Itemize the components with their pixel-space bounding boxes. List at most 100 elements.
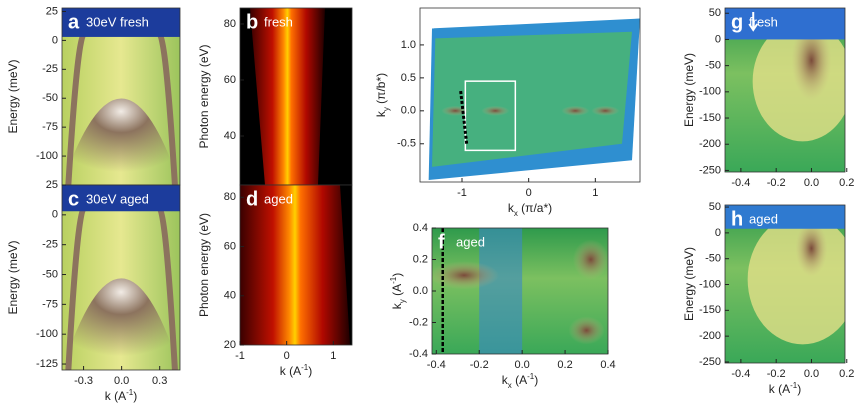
- frame: [61, 184, 181, 371]
- bz-square: [464, 80, 517, 152]
- y-tick-label: 80: [224, 191, 236, 203]
- spot: [591, 105, 620, 116]
- panel-image: [432, 228, 608, 354]
- y-tick-label: 50: [709, 201, 721, 213]
- y-tick-label: -50: [42, 268, 58, 280]
- y-tick-label: -75: [42, 121, 58, 133]
- panel-tag: 30eV aged: [86, 191, 149, 206]
- panel-letter: h: [731, 208, 743, 230]
- y-tick-label: 0: [715, 227, 721, 239]
- y-tick-label: -100: [36, 150, 58, 162]
- band: [65, 32, 87, 185]
- map: [432, 31, 632, 167]
- panel-letter: g: [731, 11, 743, 33]
- panel-tag: aged: [264, 191, 293, 206]
- y-tick-label: 20: [224, 339, 236, 351]
- axis-label-part: Energy (meV): [682, 53, 696, 127]
- x-tick-label: 0.3: [152, 375, 167, 387]
- frame: [724, 204, 846, 364]
- axis-label-part: k: [374, 110, 388, 117]
- axis-label: Energy (meV): [682, 53, 696, 127]
- axis-label-part: ): [534, 373, 538, 387]
- band: [62, 98, 180, 185]
- panel-letter: c: [68, 188, 79, 210]
- axis-label-part: -1: [790, 381, 798, 390]
- y-tick-label: 50: [709, 7, 721, 19]
- cut-line: [459, 90, 469, 144]
- y-tick-label: -50: [705, 60, 721, 72]
- y-tick-label: -50: [42, 92, 58, 104]
- spot: [481, 105, 510, 116]
- x-tick-label: -0.2: [767, 368, 786, 380]
- band: [157, 206, 178, 370]
- x-tick-label: -0.2: [470, 359, 489, 371]
- axis-label-part: Photon energy (eV): [197, 213, 211, 317]
- panel-tag: aged: [456, 234, 485, 249]
- axis-label: Energy (meV): [6, 240, 20, 314]
- axis-label-part: k (A: [769, 382, 790, 396]
- blue-strip: [62, 185, 180, 212]
- panel-tag: fresh: [444, 14, 473, 29]
- axis-label-part: -1: [126, 388, 134, 397]
- axis-label-part: y: [382, 107, 391, 111]
- map: [250, 8, 325, 185]
- y-tick-label: -100: [699, 278, 721, 290]
- spot: [795, 220, 828, 277]
- y-tick-label: -25: [42, 63, 58, 75]
- axis-label-part: ): [133, 389, 137, 403]
- y-tick-label: -200: [699, 330, 721, 342]
- axis-label-part: ): [390, 273, 404, 277]
- y-tick-label: 0: [52, 209, 58, 221]
- y-tick-label: -200: [699, 138, 721, 150]
- x-tick-label: -0.4: [731, 177, 750, 189]
- panel-image: [62, 8, 180, 185]
- axis-label-part: Photon energy (eV): [197, 44, 211, 148]
- y-tick-label: -150: [699, 112, 721, 124]
- axis-label-part: k: [390, 302, 404, 309]
- band: [65, 206, 87, 370]
- y-tick-label: -100: [36, 328, 58, 340]
- x-tick-label: 0.4: [600, 359, 615, 371]
- axis-label-part: -1: [389, 276, 398, 284]
- frame: [419, 7, 641, 183]
- axis-label: Photon energy (eV): [197, 44, 211, 148]
- y-tick-label: 0.2: [413, 253, 428, 265]
- panel-letter: e: [426, 11, 437, 33]
- axis-label-part: (π/a*): [518, 201, 552, 215]
- y-tick-label: -100: [699, 86, 721, 98]
- x-tick-label: 0.0: [804, 177, 819, 189]
- x-tick-label: -0.3: [74, 375, 93, 387]
- band: [157, 32, 178, 185]
- x-tick-label: -1: [457, 187, 467, 199]
- axis-label-part: k: [502, 373, 509, 387]
- axis-label: Energy (meV): [682, 247, 696, 321]
- x-tick-label: -0.4: [427, 359, 446, 371]
- panel-tag: fresh: [264, 14, 293, 29]
- y-tick-label: -0.4: [409, 348, 428, 360]
- y-tick-label: 1.0: [401, 39, 416, 51]
- axis-label-part: (π/b*): [374, 73, 388, 107]
- axis-label-part: -1: [301, 363, 309, 372]
- y-tick-label: 0.0: [413, 285, 428, 297]
- y-tick-label: 0: [715, 33, 721, 45]
- axis-label: k (A-1): [280, 363, 312, 379]
- arrow: [748, 12, 759, 32]
- axis-label-part: (A: [512, 373, 527, 387]
- panel-image: [240, 8, 352, 185]
- y-tick-label: -150: [699, 304, 721, 316]
- x-tick-label: 0.2: [839, 368, 854, 380]
- spot: [572, 239, 608, 280]
- blue-strip: [725, 8, 845, 40]
- axis-label-part: Energy (meV): [6, 59, 20, 133]
- x-tick-label: 0.2: [557, 359, 572, 371]
- blue-strip: [62, 8, 180, 37]
- x-tick-label: 0.0: [514, 359, 529, 371]
- panel-image: [428, 18, 640, 181]
- panel-letter: f: [438, 231, 445, 253]
- frame: [239, 184, 353, 346]
- axis-label-part: k (A: [280, 364, 301, 378]
- axis-label: kx (π/a*): [508, 201, 552, 217]
- y-tick-label: -125: [36, 358, 58, 370]
- x-tick-label: -1: [235, 350, 245, 362]
